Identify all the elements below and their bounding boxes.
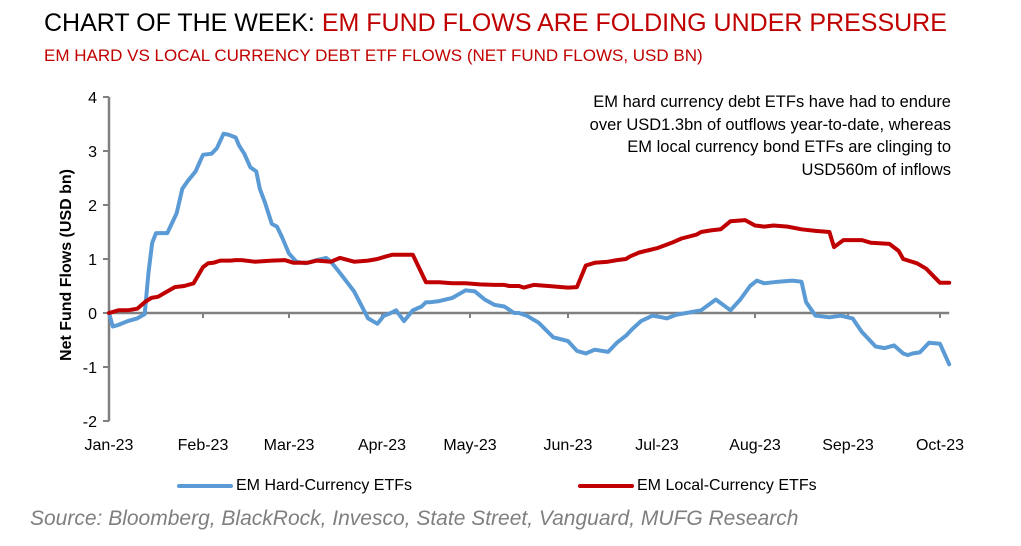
legend-item-local-currency: EM Local-Currency ETFs: [578, 477, 817, 495]
source-note: Source: Bloomberg, BlackRock, Invesco, S…: [30, 507, 799, 530]
axes: -2 -1 0 1 2 3 4 Jan-23 Feb-23 Mar-23 Apr-23 May-23 J…: [83, 90, 964, 454]
annotation-line: over USD1.3bn of outflows year-to-date, …: [589, 115, 951, 134]
y-axis-label: Net Fund Flows (USD bn): [58, 169, 75, 361]
annotation-line: EM local currency bond ETFs are clinging…: [627, 138, 951, 156]
series-line-local: [107, 218, 952, 315]
x-tick-label: Feb-23: [178, 437, 229, 454]
legend-label-local: EM Local-Currency ETFs: [637, 477, 817, 494]
y-tick-label: 3: [88, 144, 97, 161]
y-tick-label: -1: [83, 360, 97, 377]
y-tick-label: 0: [88, 306, 97, 323]
legend-item-hard-currency: EM Hard-Currency ETFs: [177, 477, 412, 495]
y-tick-label: 1: [88, 252, 97, 269]
series-line-hard: [107, 131, 952, 367]
x-tick-label: May-23: [443, 437, 496, 454]
y-tick-label: 2: [88, 198, 97, 215]
legend-label-hard: EM Hard-Currency ETFs: [236, 477, 413, 494]
annotation-line: EM hard currency debt ETFs have had to e…: [593, 93, 951, 111]
y-tick-label: 4: [88, 90, 97, 107]
x-tick-label: Oct-23: [916, 437, 964, 454]
legend-swatch-local: [578, 484, 634, 488]
x-tick-label: Mar-23: [264, 437, 315, 454]
annotation-line: USD560m of inflows: [801, 160, 951, 179]
x-tick-label: Sep-23: [822, 437, 874, 454]
annotation-box: EM hard currency debt ETFs have had to e…: [511, 91, 951, 181]
title-accent: EM FUND FLOWS ARE FOLDING UNDER PRESSURE: [321, 9, 947, 37]
y-tick-label: -2: [83, 414, 97, 431]
page-title: CHART OF THE WEEK: EM FUND FLOWS ARE FOL…: [44, 8, 947, 38]
x-tick-label: Jan-23: [85, 437, 134, 454]
x-tick-label: Jun-23: [544, 437, 593, 454]
legend-swatch-hard: [177, 484, 233, 488]
title-prefix: CHART OF THE WEEK:: [44, 9, 322, 37]
chart-subtitle: EM HARD VS LOCAL CURRENCY DEBT ETF FLOWS…: [44, 46, 703, 65]
x-tick-label: Apr-23: [358, 437, 406, 454]
series-layer: [107, 131, 952, 367]
x-tick-label: Jul-23: [635, 437, 679, 454]
x-tick-label: Aug-23: [729, 437, 781, 454]
